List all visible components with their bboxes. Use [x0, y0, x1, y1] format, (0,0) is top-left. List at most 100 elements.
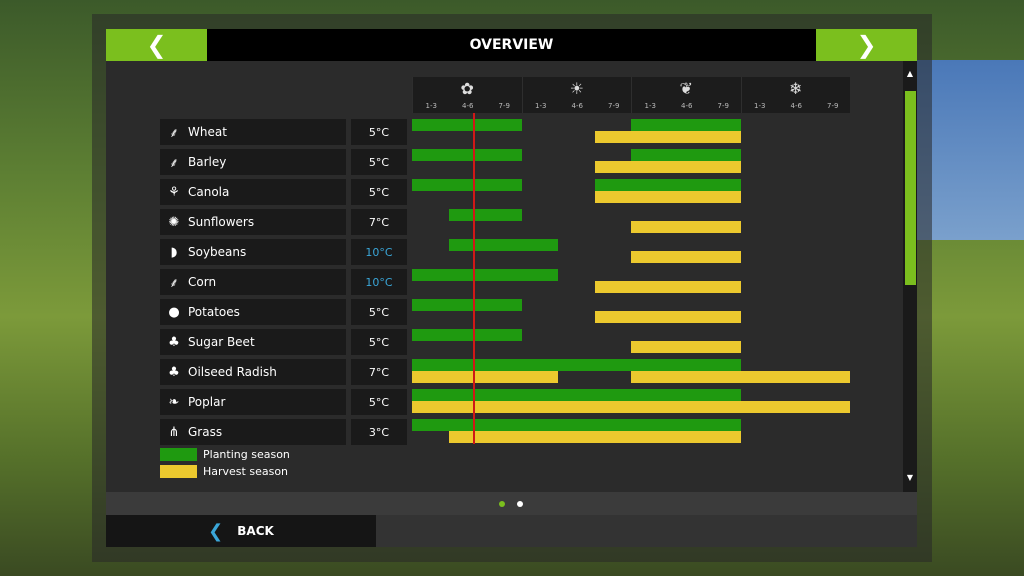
crop-name-cell: ⋔ Grass: [160, 419, 346, 445]
soybean-icon: ◗: [170, 244, 178, 260]
sun-icon: ☀: [569, 79, 584, 98]
month-label: 4-6: [462, 102, 474, 110]
chevron-right-icon: ❯: [856, 31, 877, 59]
potato-icon: ●: [168, 304, 180, 320]
crop-min-temp: 5°C: [351, 179, 407, 205]
crop-name-cell: ♣ Sugar Beet: [160, 329, 346, 355]
planting-bar: [412, 149, 522, 161]
crop-name: Soybeans: [188, 245, 247, 259]
oilseed-radish-icon: ♣: [168, 364, 180, 380]
planting-bar: [412, 119, 522, 131]
legend-swatch-harvest: [160, 465, 197, 478]
season-summer: ☀ 1-3 4-6 7-9: [521, 77, 632, 113]
chevron-left-icon: ❮: [146, 31, 167, 59]
sunflower-icon: ✺: [168, 214, 180, 230]
crop-name-cell: ♣ Oilseed Radish: [160, 359, 346, 385]
crop-name-cell: ✺ Sunflowers: [160, 209, 346, 235]
wheat-icon: ⸙: [169, 126, 179, 141]
planting-bar: [631, 149, 741, 161]
current-time-marker: [472, 113, 475, 444]
month-label: 1-3: [644, 102, 656, 110]
crop-name-cell: ● Potatoes: [160, 299, 346, 325]
planting-bar: [631, 119, 741, 131]
harvest-bar: [412, 371, 558, 383]
crop-min-temp: 5°C: [351, 299, 407, 325]
page-dot[interactable]: [517, 501, 523, 507]
planting-bar: [412, 299, 522, 311]
scroll-down-icon[interactable]: ▼: [906, 473, 914, 482]
page-dot-active[interactable]: [499, 501, 505, 507]
back-button[interactable]: ❮ BACK: [106, 515, 376, 547]
month-label: 4-6: [790, 102, 802, 110]
crop-name: Potatoes: [188, 305, 240, 319]
scroll-up-icon[interactable]: ▲: [906, 69, 914, 78]
scrollbar-thumb[interactable]: [905, 91, 916, 285]
legend-label: Harvest season: [203, 465, 289, 478]
crop-min-temp: 5°C: [351, 389, 407, 415]
crop-name: Wheat: [188, 125, 227, 139]
harvest-bar: [412, 401, 850, 413]
poplar-icon: ❧: [168, 394, 180, 410]
sugar-beet-icon: ♣: [168, 334, 180, 350]
planting-bar: [412, 269, 558, 281]
harvest-bar: [631, 251, 741, 263]
month-label: 7-9: [717, 102, 729, 110]
legend-planting: Planting season: [160, 448, 290, 461]
legend-harvest: Harvest season: [160, 465, 288, 478]
month-label: 4-6: [681, 102, 693, 110]
month-label: 7-9: [498, 102, 510, 110]
crop-name: Poplar: [188, 395, 226, 409]
month-label: 7-9: [608, 102, 620, 110]
crop-min-temp: 10°C: [351, 269, 407, 295]
crop-name: Sugar Beet: [188, 335, 255, 349]
planting-bar: [412, 329, 522, 341]
planting-bar: [412, 389, 741, 401]
planting-bar: [448, 239, 558, 251]
page-title: OVERVIEW: [469, 37, 554, 53]
crop-name-cell: ❧ Poplar: [160, 389, 346, 415]
harvest-bar: [448, 431, 741, 443]
crop-name: Barley: [188, 155, 227, 169]
season-header: ✿ 1-3 4-6 7-9 ☀ 1-3 4-6 7-9 ❦ 1-3 4-6 7-9 ❄ 1-3 4-6 7-9: [412, 77, 850, 113]
month-label: 1-3: [754, 102, 766, 110]
harvest-bar: [594, 191, 741, 203]
crop-name: Grass: [188, 425, 223, 439]
scrollbar[interactable]: ▲ ▼: [903, 61, 917, 492]
crop-name-cell: ⸙ Wheat: [160, 119, 346, 145]
crop-name: Oilseed Radish: [188, 365, 277, 379]
planting-bar: [594, 179, 741, 191]
leaf-icon: ❦: [679, 79, 693, 98]
month-label: 1-3: [535, 102, 547, 110]
crop-min-temp: 10°C: [351, 239, 407, 265]
prev-page-button[interactable]: ❮: [106, 29, 207, 61]
harvest-bar: [594, 161, 741, 173]
snowflake-icon: ❄: [789, 79, 803, 98]
planting-bar: [412, 359, 741, 371]
chevron-left-icon: ❮: [208, 520, 224, 542]
flower-icon: ✿: [460, 79, 474, 98]
season-spring: ✿ 1-3 4-6 7-9: [412, 77, 522, 113]
harvest-bar: [594, 311, 741, 323]
month-label: 4-6: [571, 102, 583, 110]
planting-bar: [412, 179, 522, 191]
crop-name-cell: ⸙ Barley: [160, 149, 346, 175]
planting-bar: [412, 419, 741, 431]
legend-swatch-planting: [160, 448, 197, 461]
crop-min-temp: 7°C: [351, 209, 407, 235]
crop-min-temp: 5°C: [351, 119, 407, 145]
crop-name-cell: ⸙ Corn: [160, 269, 346, 295]
month-label: 7-9: [827, 102, 839, 110]
crop-name: Canola: [188, 185, 230, 199]
crop-min-temp: 3°C: [351, 419, 407, 445]
crop-min-temp: 5°C: [351, 149, 407, 175]
next-page-button[interactable]: ❯: [816, 29, 917, 61]
canola-icon: ⚘: [168, 184, 180, 200]
legend-label: Planting season: [203, 448, 290, 461]
corn-icon: ⸙: [169, 276, 179, 291]
page-indicator: [106, 492, 917, 515]
footer-bar: ❮ BACK: [106, 515, 917, 547]
harvest-bar: [631, 371, 850, 383]
crop-min-temp: 5°C: [351, 329, 407, 355]
header-bar: OVERVIEW: [106, 29, 917, 61]
crop-name-cell: ⚘ Canola: [160, 179, 346, 205]
